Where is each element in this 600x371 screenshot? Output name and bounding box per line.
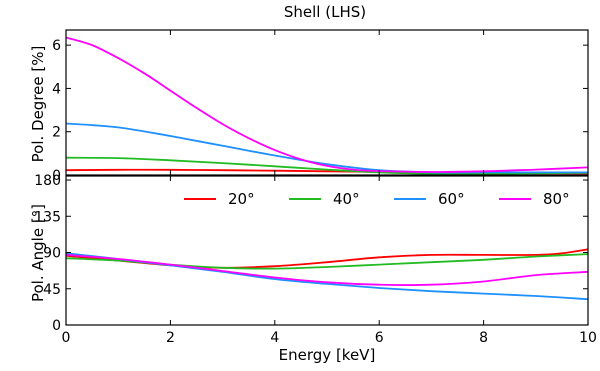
x-tick-label: 4 xyxy=(270,330,279,346)
series-line-panel0-2 xyxy=(66,122,588,174)
plot-frame xyxy=(65,29,589,176)
polarization-angle-panel: 0 45 90 135 180 0 2 4 6 8 10 20° 40° 60° 80° xyxy=(34,173,597,346)
energy-axis-label: Energy [keV] xyxy=(279,346,376,364)
y-tick-label: 6 xyxy=(52,38,61,54)
series-line-panel1-3 xyxy=(66,254,588,286)
pol-degree-axis-label: Pol. Degree [%] xyxy=(29,46,47,163)
series-group xyxy=(66,248,588,301)
series-line-panel1-2 xyxy=(66,252,588,301)
x-tick-label: 6 xyxy=(375,330,384,346)
legend-label: 60° xyxy=(438,190,465,208)
x-tick-label: 10 xyxy=(579,330,597,346)
x-tick-label: 0 xyxy=(62,330,71,346)
y-tick-label: 45 xyxy=(43,282,61,298)
y-tick-label: 2 xyxy=(52,125,61,141)
legend-label: 80° xyxy=(543,190,570,208)
y-tick-label: 135 xyxy=(34,209,61,225)
legend-label: 20° xyxy=(228,190,255,208)
pol-angle-axis-label: Pol. Angle [°] xyxy=(29,204,47,302)
series-line-panel0-3 xyxy=(66,36,588,173)
y-tick-label: 0 xyxy=(52,318,61,334)
plot-frame xyxy=(65,175,589,326)
series-line-panel0-1 xyxy=(66,156,588,175)
x-tick-label: 8 xyxy=(479,330,488,346)
y-tick-label: 0 xyxy=(52,168,61,184)
y-tick-label: 4 xyxy=(52,81,61,97)
x-tick-label: 2 xyxy=(166,330,175,346)
chart-title: Shell (LHS) xyxy=(284,3,366,21)
legend-label: 40° xyxy=(333,190,360,208)
polarization-degree-panel: 0 2 4 6 xyxy=(52,29,589,184)
series-group xyxy=(66,36,588,175)
y-tick-label: 90 xyxy=(43,246,61,262)
y-tick-label: 180 xyxy=(34,173,61,189)
